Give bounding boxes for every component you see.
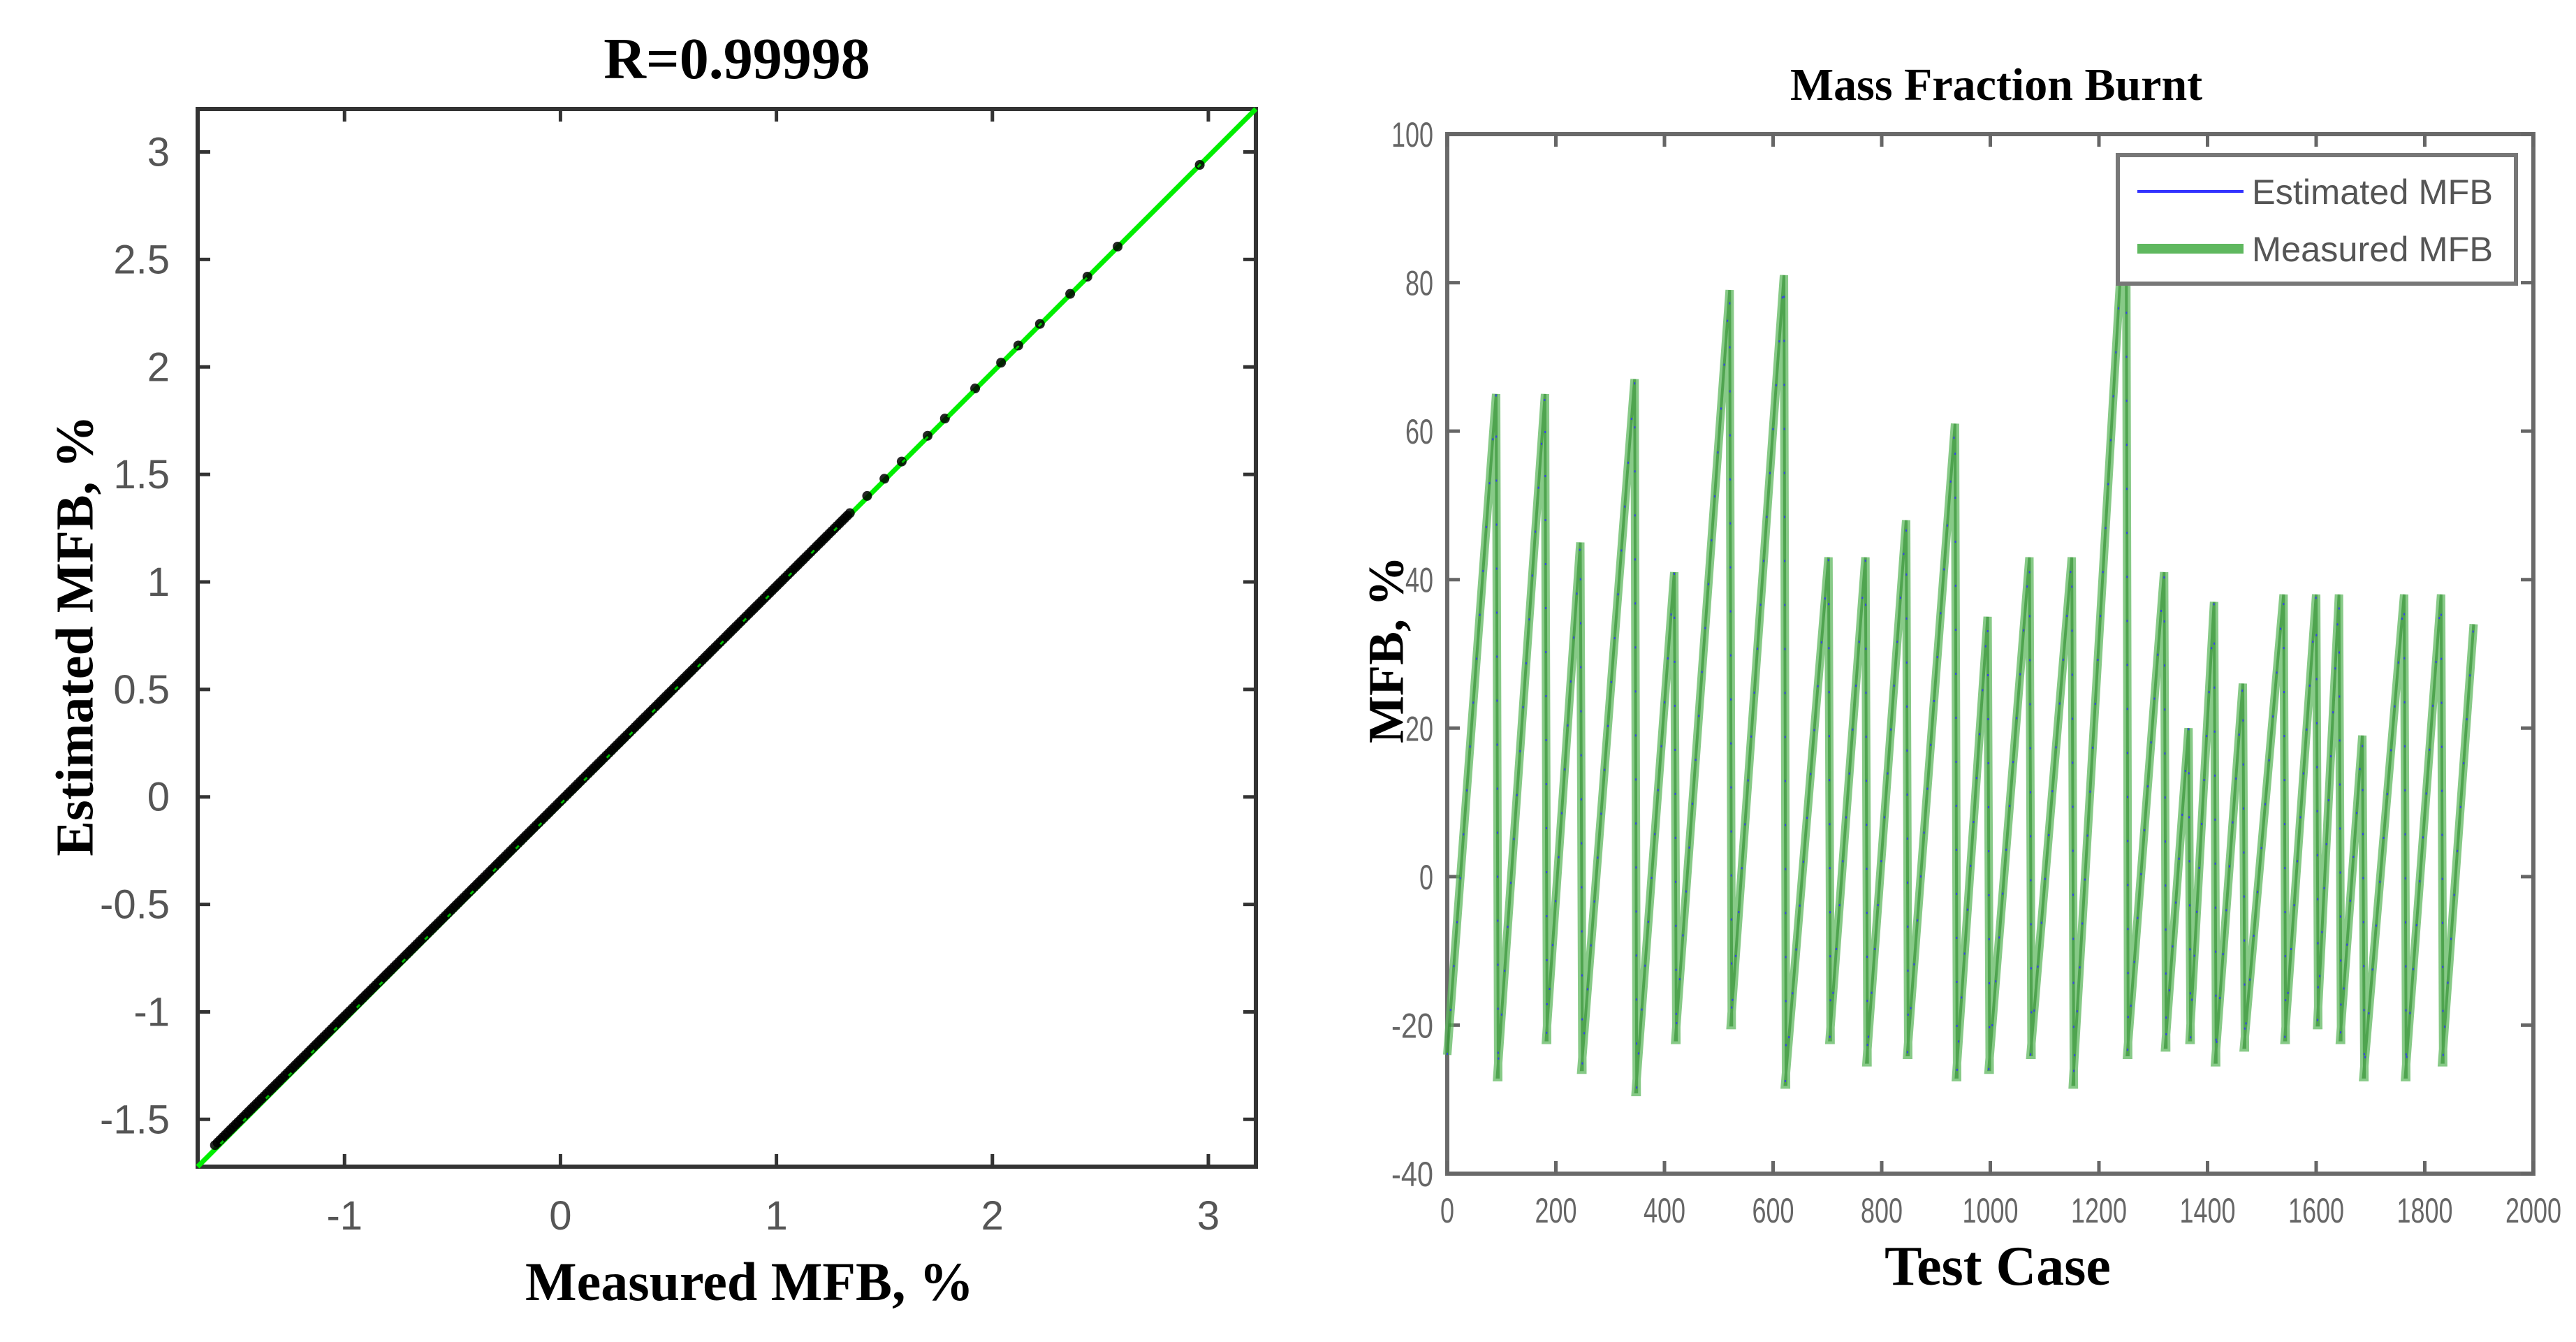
right-ytick-label: 60 bbox=[1405, 412, 1433, 451]
left-xtick-label: 2 bbox=[981, 1193, 1004, 1239]
right-xtick-label: 1400 bbox=[2180, 1191, 2236, 1230]
left-xtick-label: 0 bbox=[549, 1193, 571, 1239]
left-xtick-label: 1 bbox=[765, 1193, 787, 1239]
estimated-mfb-line bbox=[1447, 178, 2475, 1093]
legend: Estimated MFB Measured MFB bbox=[2116, 153, 2518, 286]
right-xtick-label: 1000 bbox=[1963, 1191, 2019, 1230]
right-xtick-label: 2000 bbox=[2505, 1191, 2561, 1230]
right-xtick-label: 0 bbox=[1440, 1191, 1454, 1230]
left-xtick-label: -1 bbox=[326, 1193, 363, 1239]
right-xtick-label: 200 bbox=[1535, 1191, 1577, 1230]
right-ytick-label: -40 bbox=[1391, 1155, 1433, 1194]
left-ytick-label: -1 bbox=[133, 989, 170, 1035]
left-ytick-label: 1.5 bbox=[113, 452, 170, 497]
left-ytick-label: 3 bbox=[147, 130, 170, 175]
legend-label: Measured MFB bbox=[2252, 230, 2493, 269]
right-xtick-label: 1200 bbox=[2071, 1191, 2127, 1230]
left-ytick-label: 2.5 bbox=[113, 237, 170, 282]
legend-label: Estimated MFB bbox=[2252, 173, 2493, 212]
legend-box bbox=[2116, 153, 2518, 286]
left-xtick-label: 3 bbox=[1197, 1193, 1220, 1239]
right-xtick-label: 400 bbox=[1644, 1191, 1685, 1230]
right-ytick-label: -20 bbox=[1391, 1006, 1433, 1045]
right-ytick-label: 100 bbox=[1391, 115, 1433, 154]
left-ytick-label: 0.5 bbox=[113, 667, 170, 713]
right-ytick-label: 0 bbox=[1419, 858, 1433, 897]
left-ytick-label: -1.5 bbox=[100, 1097, 170, 1142]
left-ytick-label: 2 bbox=[147, 344, 170, 390]
right-xtick-label: 600 bbox=[1752, 1191, 1794, 1230]
left-scatter-plot: -1 0 1 2 3 -1.5 -1 -0.5 0 0.5 1 1.5 2 2.5 3 bbox=[100, 107, 1258, 1239]
left-ytick-label: 1 bbox=[147, 560, 170, 605]
left-ytick-label: 0 bbox=[147, 775, 170, 820]
left-chart-title: R=0.99998 bbox=[603, 27, 870, 92]
right-xtick-label: 1600 bbox=[2288, 1191, 2344, 1230]
left-chart-xlabel: Measured MFB, % bbox=[525, 1251, 974, 1312]
left-ytick-label: -0.5 bbox=[100, 882, 170, 928]
right-xtick-label: 800 bbox=[1861, 1191, 1903, 1230]
right-ytick-label: 40 bbox=[1405, 561, 1433, 600]
right-line-plot: 0 200 400 600 800 1000 1200 1400 1600 1800 2000-40… bbox=[1391, 115, 2561, 1230]
right-ytick-label: 20 bbox=[1405, 709, 1433, 748]
right-ytick-label: 80 bbox=[1405, 264, 1433, 303]
right-chart-xlabel: Test Case bbox=[1885, 1236, 2111, 1297]
right-xtick-label: 1800 bbox=[2397, 1191, 2453, 1230]
right-chart-title: Mass Fraction Burnt bbox=[1790, 59, 2203, 110]
